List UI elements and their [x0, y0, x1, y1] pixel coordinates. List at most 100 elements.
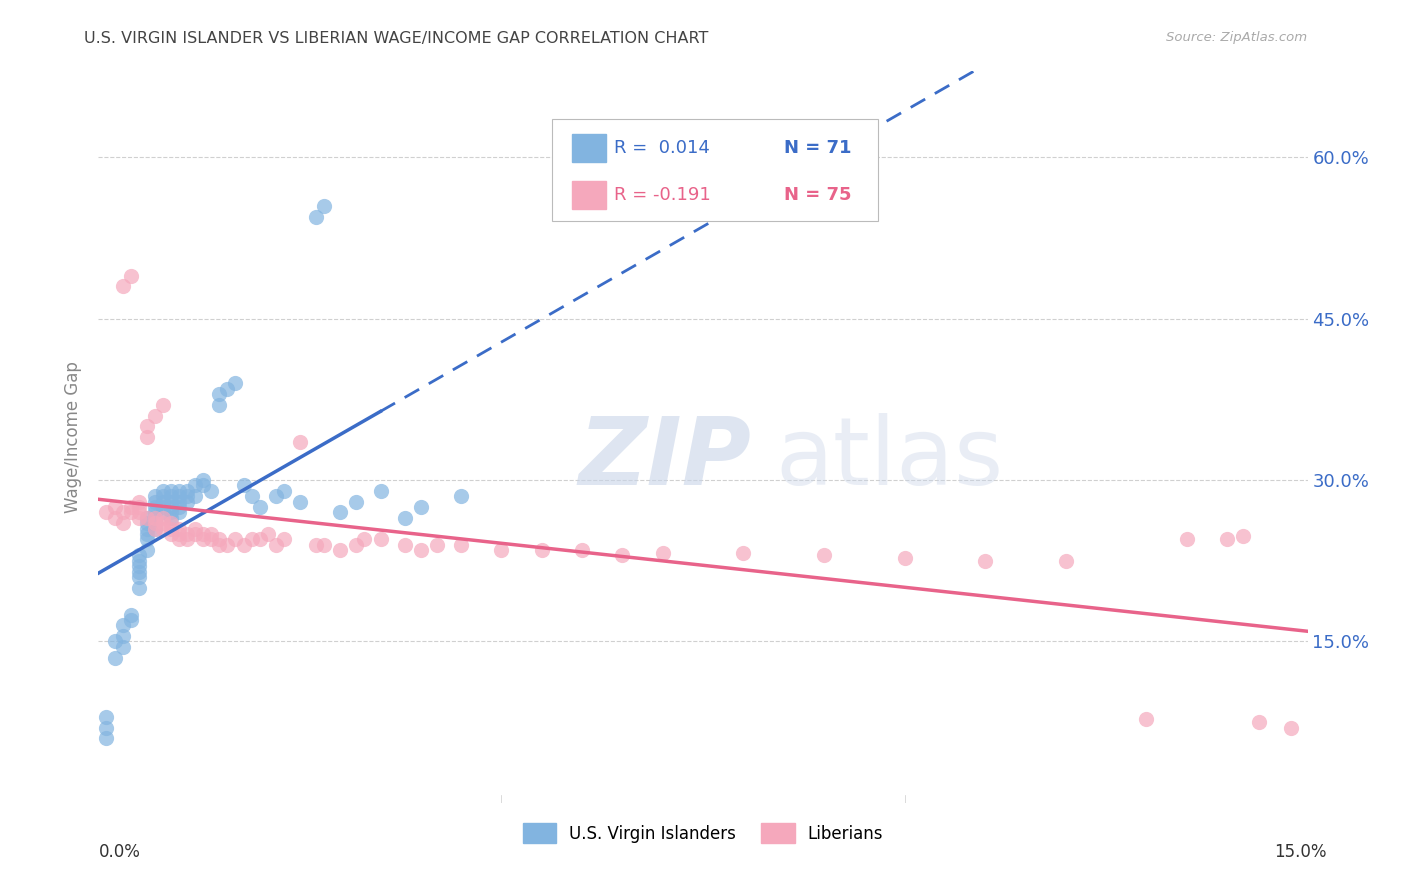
- Point: [143, 516, 166, 530]
- Point: [135, 510, 157, 524]
- Point: [200, 483, 222, 498]
- Point: [143, 521, 166, 535]
- Point: [128, 565, 150, 579]
- Point: [224, 533, 246, 547]
- Point: [120, 607, 142, 622]
- Legend: U.S. Virgin Islanders, Liberians: U.S. Virgin Islanders, Liberians: [516, 817, 890, 849]
- Point: [651, 546, 673, 560]
- Point: [264, 489, 287, 503]
- Point: [135, 521, 157, 535]
- Point: [135, 419, 157, 434]
- Point: [370, 533, 392, 547]
- Point: [974, 554, 997, 568]
- Point: [152, 500, 174, 514]
- Point: [143, 409, 166, 423]
- Point: [160, 500, 183, 514]
- Point: [733, 546, 755, 560]
- Point: [530, 543, 553, 558]
- Point: [409, 500, 432, 514]
- Point: [135, 543, 157, 558]
- Point: [143, 489, 166, 503]
- Point: [813, 549, 835, 563]
- Point: [176, 483, 198, 498]
- Point: [103, 650, 125, 665]
- Point: [184, 527, 207, 541]
- Point: [96, 721, 118, 735]
- Point: [1054, 554, 1077, 568]
- Point: [103, 510, 125, 524]
- Text: ZIP: ZIP: [578, 413, 751, 505]
- Point: [314, 538, 336, 552]
- Point: [184, 478, 207, 492]
- Point: [329, 505, 352, 519]
- Point: [135, 533, 157, 547]
- Point: [152, 510, 174, 524]
- Point: [167, 527, 190, 541]
- Point: [160, 483, 183, 498]
- Point: [167, 483, 190, 498]
- Point: [152, 505, 174, 519]
- Point: [152, 483, 174, 498]
- Point: [167, 494, 190, 508]
- Point: [160, 505, 183, 519]
- Point: [120, 613, 142, 627]
- Y-axis label: Wage/Income Gap: Wage/Income Gap: [65, 361, 83, 513]
- Point: [167, 533, 190, 547]
- Point: [370, 483, 392, 498]
- Point: [167, 521, 190, 535]
- Point: [200, 527, 222, 541]
- Point: [1281, 721, 1303, 735]
- Point: [273, 483, 295, 498]
- Point: [329, 543, 352, 558]
- Point: [232, 538, 254, 552]
- Point: [314, 199, 336, 213]
- Point: [184, 521, 207, 535]
- Point: [96, 731, 118, 746]
- Point: [128, 581, 150, 595]
- Point: [394, 538, 416, 552]
- Point: [128, 505, 150, 519]
- Point: [103, 500, 125, 514]
- Point: [160, 527, 183, 541]
- Point: [128, 559, 150, 574]
- Point: [135, 516, 157, 530]
- Point: [143, 521, 166, 535]
- Point: [217, 382, 239, 396]
- Point: [128, 570, 150, 584]
- Point: [160, 489, 183, 503]
- FancyBboxPatch shape: [551, 119, 879, 221]
- Text: 15.0%: 15.0%: [1274, 843, 1327, 861]
- Point: [208, 533, 231, 547]
- Point: [184, 489, 207, 503]
- Point: [152, 494, 174, 508]
- Point: [176, 489, 198, 503]
- Text: N = 71: N = 71: [785, 139, 852, 157]
- Point: [1249, 715, 1271, 730]
- Text: U.S. VIRGIN ISLANDER VS LIBERIAN WAGE/INCOME GAP CORRELATION CHART: U.S. VIRGIN ISLANDER VS LIBERIAN WAGE/IN…: [84, 31, 709, 46]
- Point: [612, 549, 634, 563]
- Point: [135, 510, 157, 524]
- Point: [208, 398, 231, 412]
- Point: [394, 510, 416, 524]
- Point: [128, 500, 150, 514]
- Point: [409, 543, 432, 558]
- Point: [264, 538, 287, 552]
- Point: [160, 494, 183, 508]
- Point: [240, 533, 263, 547]
- Point: [344, 494, 367, 508]
- Point: [143, 516, 166, 530]
- Point: [208, 538, 231, 552]
- Point: [111, 516, 134, 530]
- Point: [1232, 529, 1254, 543]
- Point: [193, 527, 215, 541]
- Point: [143, 505, 166, 519]
- Point: [96, 505, 118, 519]
- Point: [288, 435, 311, 450]
- Point: [450, 489, 472, 503]
- Point: [160, 510, 183, 524]
- Text: N = 75: N = 75: [785, 186, 852, 204]
- Text: Source: ZipAtlas.com: Source: ZipAtlas.com: [1167, 31, 1308, 45]
- Point: [152, 516, 174, 530]
- Point: [120, 268, 142, 283]
- Point: [249, 500, 271, 514]
